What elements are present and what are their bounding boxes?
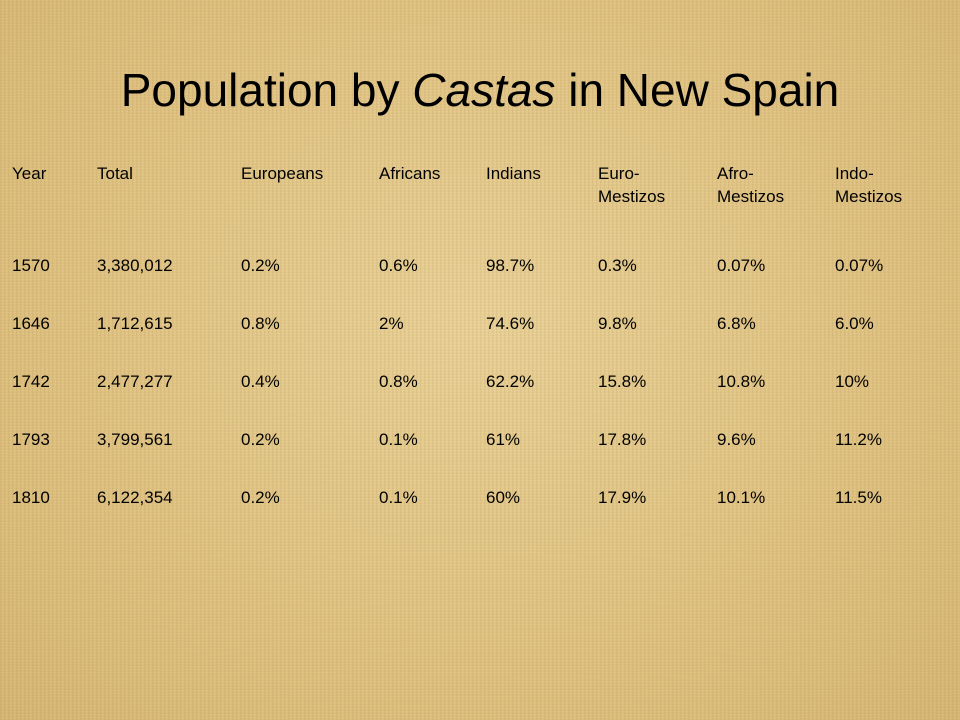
cell-europeans: 0.2% <box>241 430 280 449</box>
cell-africans: 2% <box>379 314 404 333</box>
title-emphasis: Castas <box>412 64 556 116</box>
cell-europeans: 0.2% <box>241 488 280 507</box>
header-euro-mestizos: Euro- Mestizos <box>598 164 666 206</box>
header-indo-mestizos: Indo- Mestizos <box>835 164 903 206</box>
header-afro-mestizos: Afro- Mestizos <box>717 164 785 206</box>
cell-afro-mestizos: 9.6% <box>717 430 756 449</box>
cell-afro-mestizos: 0.07% <box>717 256 766 275</box>
header-europeans: Europeans <box>241 164 324 183</box>
cell-euro-mestizos: 9.8% <box>598 314 637 333</box>
cell-year: 1742 <box>12 372 50 391</box>
cell-europeans: 0.2% <box>241 256 280 275</box>
table-body: 1570 3,380,012 0.2% 0.6% 98.7% 0.3% 0.07… <box>6 250 954 540</box>
table-row: 1742 2,477,277 0.4% 0.8% 62.2% 15.8% 10.… <box>6 366 954 424</box>
cell-afro-mestizos: 6.8% <box>717 314 756 333</box>
slide-title: Population by Castas in New Spain <box>0 62 960 118</box>
header-row: Year Total Europeans Africans Indians Eu… <box>6 158 954 250</box>
cell-indians: 74.6% <box>486 314 535 333</box>
cell-euro-mestizos: 0.3% <box>598 256 637 275</box>
cell-total: 3,799,561 <box>97 430 173 449</box>
cell-total: 6,122,354 <box>97 488 173 507</box>
cell-year: 1646 <box>12 314 50 333</box>
cell-indo-mestizos: 10% <box>835 372 870 391</box>
cell-year: 1793 <box>12 430 50 449</box>
cell-indians: 61% <box>486 430 521 449</box>
cell-africans: 0.1% <box>379 488 418 507</box>
table-row: 1570 3,380,012 0.2% 0.6% 98.7% 0.3% 0.07… <box>6 250 954 308</box>
title-prefix: Population by <box>120 64 413 116</box>
cell-euro-mestizos: 17.8% <box>598 430 647 449</box>
cell-indo-mestizos: 11.2% <box>835 430 882 449</box>
cell-indians: 98.7% <box>486 256 535 275</box>
header-africans: Africans <box>379 164 441 183</box>
cell-total: 2,477,277 <box>97 372 173 391</box>
cell-indo-mestizos: 0.07% <box>835 256 884 275</box>
cell-africans: 0.8% <box>379 372 418 391</box>
cell-euro-mestizos: 15.8% <box>598 372 647 391</box>
cell-indians: 62.2% <box>486 372 535 391</box>
table-row: 1646 1,712,615 0.8% 2% 74.6% 9.8% 6.8% 6… <box>6 308 954 366</box>
table-row: 1810 6,122,354 0.2% 0.1% 60% 17.9% 10.1%… <box>6 482 954 540</box>
cell-africans: 0.1% <box>379 430 418 449</box>
header-total: Total <box>97 164 133 183</box>
cell-indo-mestizos: 6.0% <box>835 314 874 333</box>
header-indians: Indians <box>486 164 541 183</box>
title-suffix: in New Spain <box>555 64 840 116</box>
cell-afro-mestizos: 10.8% <box>717 372 766 391</box>
table-header: Year Total Europeans Africans Indians Eu… <box>6 158 954 250</box>
cell-year: 1570 <box>12 256 50 275</box>
cell-africans: 0.6% <box>379 256 418 275</box>
cell-indians: 60% <box>486 488 521 507</box>
cell-afro-mestizos: 10.1% <box>717 488 766 507</box>
header-year: Year <box>12 164 47 183</box>
cell-europeans: 0.4% <box>241 372 280 391</box>
cell-year: 1810 <box>12 488 50 507</box>
cell-indo-mestizos: 11.5% <box>835 488 882 507</box>
cell-europeans: 0.8% <box>241 314 280 333</box>
cell-total: 1,712,615 <box>97 314 173 333</box>
cell-total: 3,380,012 <box>97 256 173 275</box>
cell-euro-mestizos: 17.9% <box>598 488 647 507</box>
table-row: 1793 3,799,561 0.2% 0.1% 61% 17.8% 9.6% … <box>6 424 954 482</box>
population-table: Year Total Europeans Africans Indians Eu… <box>6 158 954 540</box>
